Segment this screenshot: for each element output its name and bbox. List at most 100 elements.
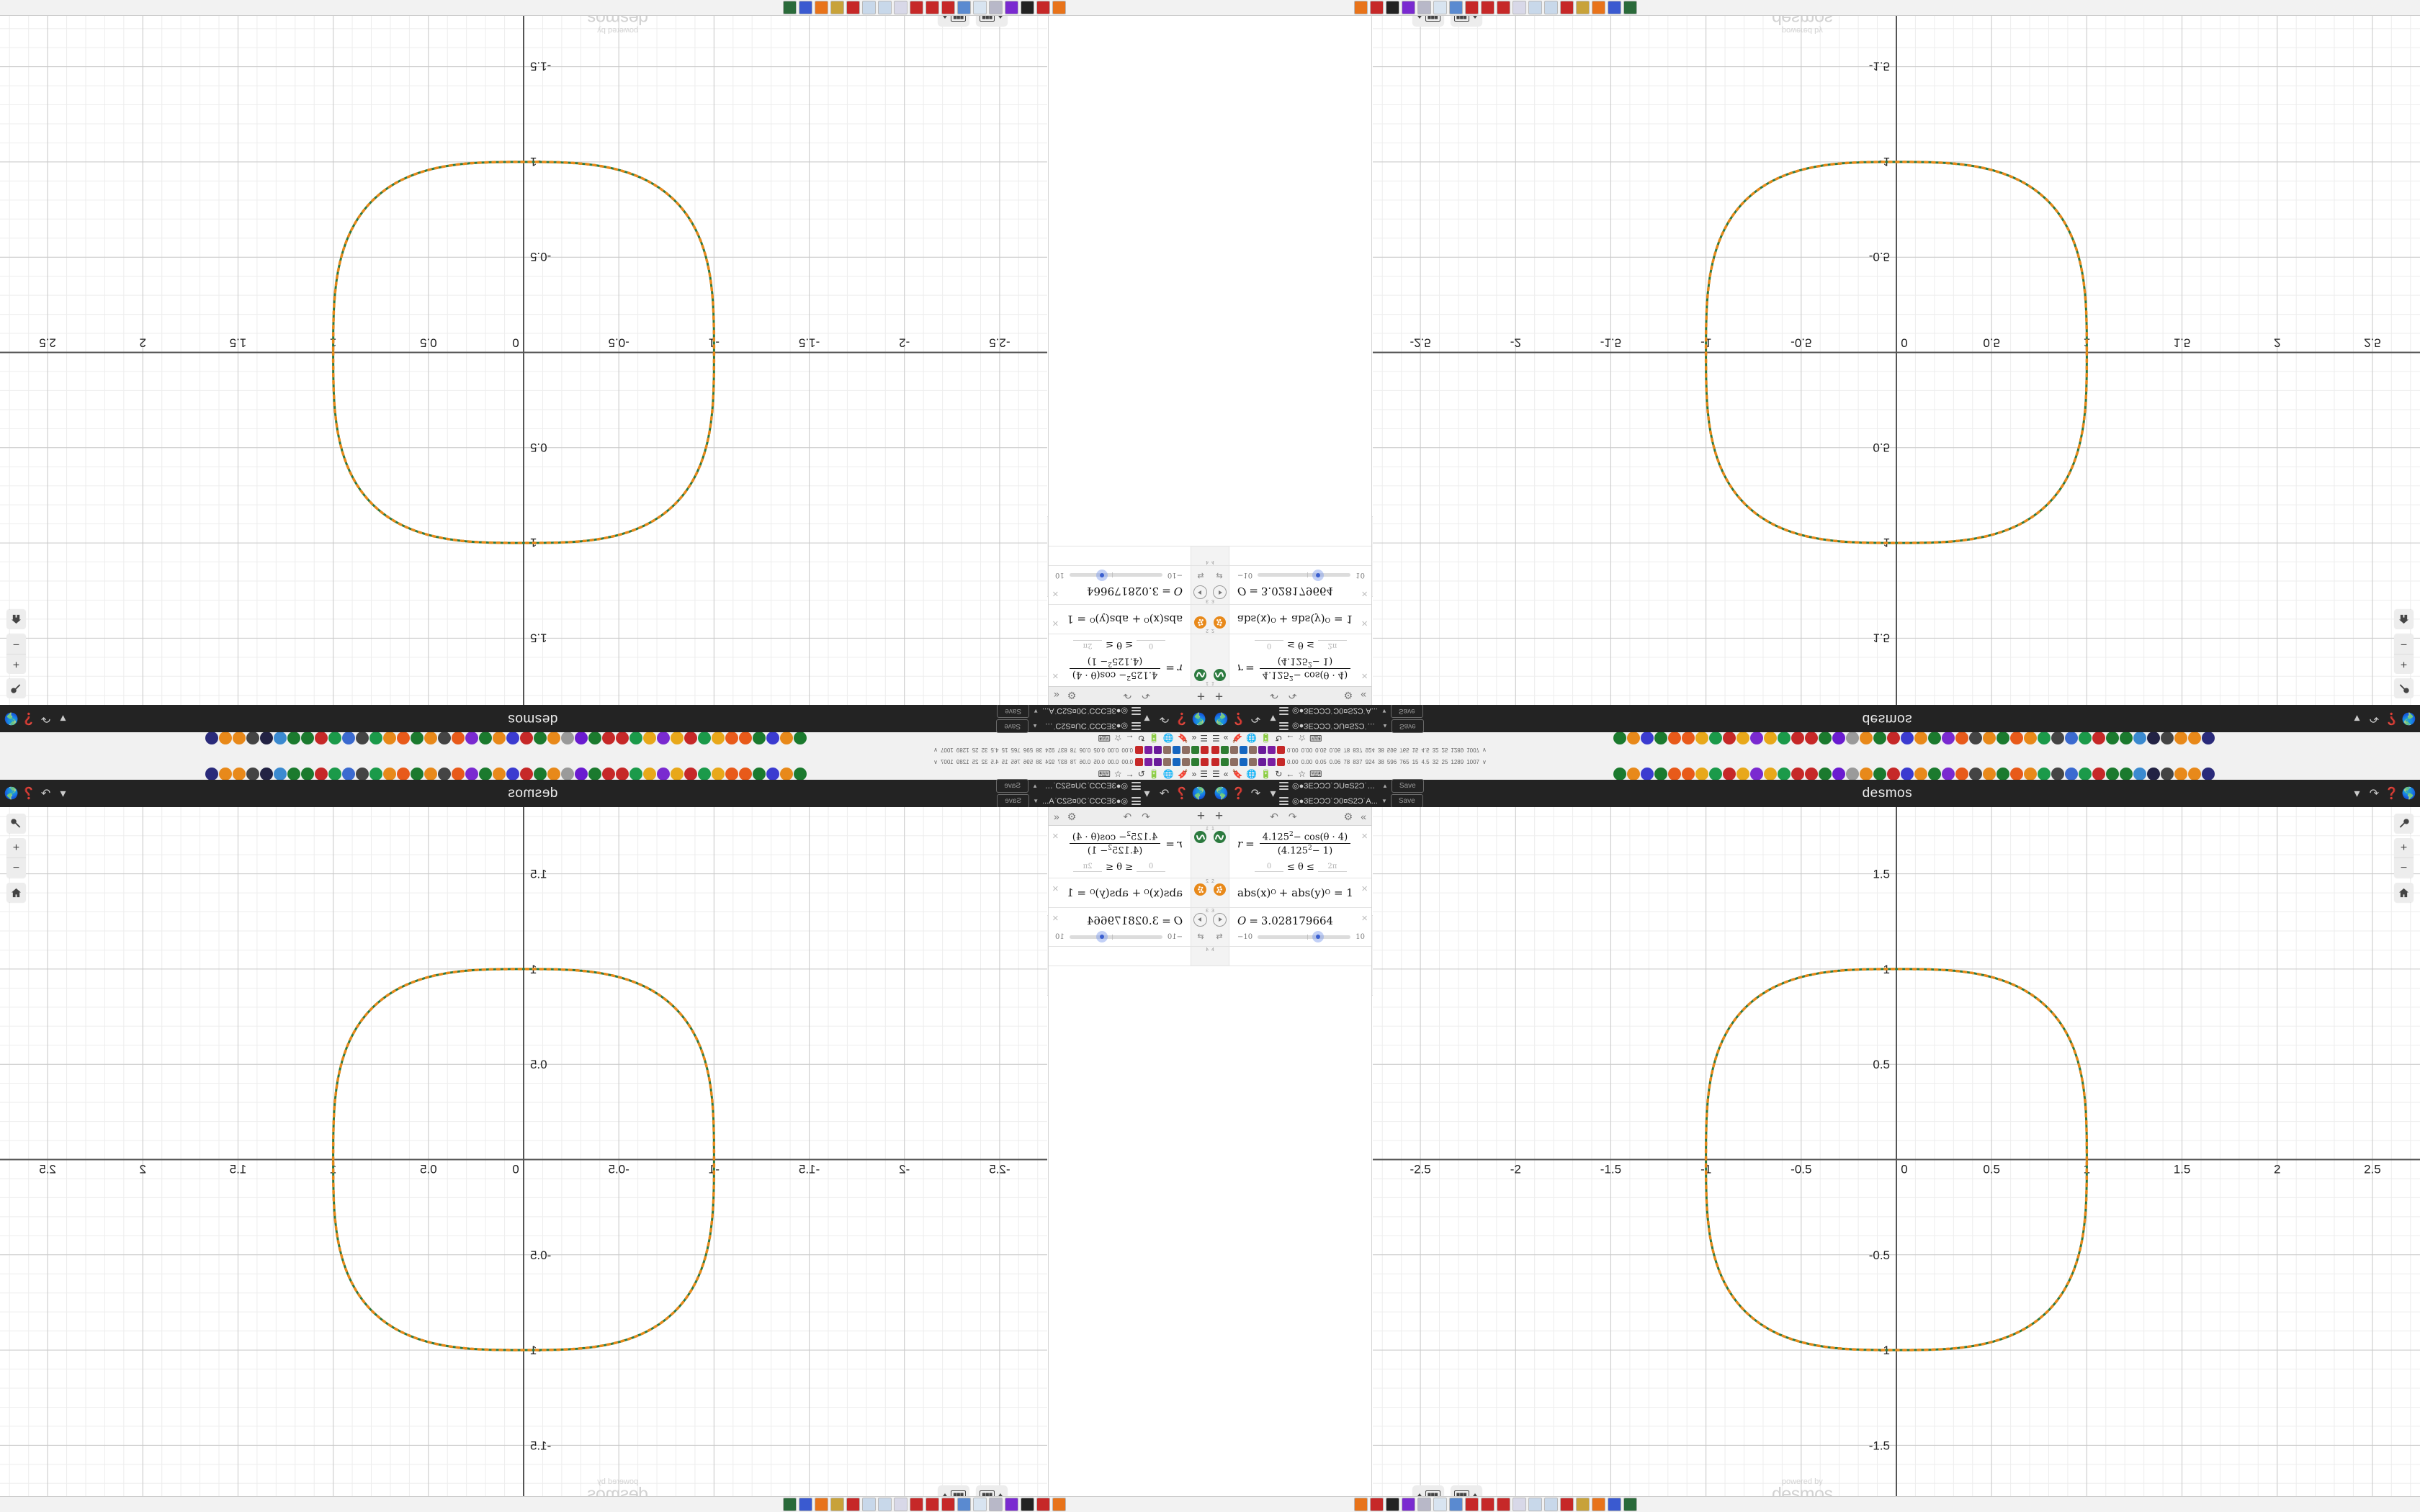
browser-tab-favicon[interactable] xyxy=(2010,732,2023,745)
chrome-nav-bar[interactable]: ☰ « 🔖 🌐 🔋 ↻ ← ☆ ⌨ xyxy=(1210,732,1322,744)
chevron-icon[interactable]: ▲ xyxy=(1382,783,1388,789)
taskbar-app-icon[interactable] xyxy=(1386,1498,1399,1511)
chrome-tab-number[interactable]: 596 xyxy=(1023,747,1034,754)
delete-row-button[interactable]: × xyxy=(1052,912,1059,924)
chrome-tab-number[interactable]: 0.05 xyxy=(1093,758,1105,765)
browser-tab-favicon[interactable] xyxy=(1668,732,1681,745)
browser-tab-favicon[interactable] xyxy=(766,732,779,745)
chrome-tab-number[interactable]: 4.5 xyxy=(990,747,999,754)
browser-tab-favicon[interactable] xyxy=(493,732,506,745)
browser-tab-favicon[interactable] xyxy=(452,732,465,745)
chrome-tab-number[interactable]: 765 xyxy=(1010,747,1021,754)
browser-tab-favicon[interactable] xyxy=(1791,767,1804,780)
browser-tab-favicon[interactable] xyxy=(315,767,328,780)
browser-tab-favicon[interactable] xyxy=(1627,767,1640,780)
chrome-tab-number[interactable]: 0.00 xyxy=(1301,758,1313,765)
chevron-icon[interactable]: ▼ xyxy=(1381,798,1387,804)
browser-tab-favicon[interactable] xyxy=(1832,732,1845,745)
taskbar-app-icon[interactable] xyxy=(1005,1,1018,14)
chevron-icon[interactable]: ▼ xyxy=(1381,708,1387,714)
taskbar-app-icon[interactable] xyxy=(1465,1,1479,14)
browser-tab-favicon[interactable] xyxy=(2188,767,2201,780)
browser-tab-favicon[interactable] xyxy=(1641,767,1654,780)
browser-tab-favicon[interactable] xyxy=(739,767,752,780)
chrome-tab-number[interactable]: 596 xyxy=(1386,747,1397,754)
chrome-thumb[interactable] xyxy=(1258,746,1266,755)
domain-min-input[interactable]: 0 xyxy=(1255,640,1283,650)
chrome-tab-number[interactable]: 25 xyxy=(972,747,979,754)
browser-tab-favicon[interactable] xyxy=(547,767,560,780)
chrome-tab-number[interactable]: 4.5 xyxy=(1421,758,1430,765)
slider-track[interactable] xyxy=(1069,569,1162,581)
chrome-thumb[interactable] xyxy=(1201,746,1209,755)
browser-tab-favicon[interactable] xyxy=(1709,732,1722,745)
browser-tab-favicon[interactable] xyxy=(1819,767,1832,780)
chrome-tab-number[interactable]: 1289 xyxy=(1451,747,1464,754)
chrome-tab-number[interactable]: 765 xyxy=(1010,758,1021,765)
browser-tab-favicon[interactable] xyxy=(260,767,273,780)
taskbar-app-icon[interactable] xyxy=(957,1,971,14)
browser-tab-favicon[interactable] xyxy=(2133,732,2146,745)
browser-tab-favicon[interactable] xyxy=(1641,732,1654,745)
menu-icon[interactable] xyxy=(1131,707,1141,715)
taskbar-app-icon[interactable] xyxy=(1005,1498,1018,1511)
chrome-tab-number[interactable]: 765 xyxy=(1399,758,1410,765)
menu-icon[interactable] xyxy=(1131,722,1141,730)
chrome-thumb[interactable] xyxy=(1258,757,1266,766)
browser-tab-favicon[interactable] xyxy=(1695,732,1708,745)
taskbar-app-icon[interactable] xyxy=(1608,1,1621,14)
taskbar-app-icon[interactable] xyxy=(957,1498,971,1511)
browser-tab-favicon[interactable] xyxy=(287,767,300,780)
browser-tab-favicon[interactable] xyxy=(438,732,451,745)
browser-tab-favicon[interactable] xyxy=(602,767,615,780)
delete-row-button[interactable]: × xyxy=(1361,588,1368,600)
slider-control[interactable]: −10 10 xyxy=(1237,931,1365,943)
chrome-expand-caret[interactable]: ∨ xyxy=(1482,747,1487,754)
back-icon[interactable]: ← xyxy=(1125,733,1134,744)
browser-tab-favicon[interactable] xyxy=(739,732,752,745)
taskbar-app-icon[interactable] xyxy=(1433,1,1447,14)
chevron-icon[interactable]: ▲ xyxy=(1032,783,1038,789)
delete-row-button[interactable]: × xyxy=(1052,882,1059,895)
menu-icon[interactable]: ☰ xyxy=(1200,733,1208,744)
taskbar-app-icon[interactable] xyxy=(1449,1,1463,14)
zoom-in-button[interactable]: + xyxy=(12,841,20,854)
browser-tab-favicon[interactable] xyxy=(2106,732,2119,745)
taskbar-app-icon[interactable] xyxy=(783,1,797,14)
chrome-tab-number[interactable]: 1289 xyxy=(1451,758,1464,765)
taskbar-app-icon[interactable] xyxy=(815,1498,828,1511)
chrome-tab-strip[interactable]: 0.00 0.00 0.05 0.06 78 837 924 38 596 765 15 4.5 32 2… xyxy=(933,756,1210,768)
zoom-in-button[interactable]: + xyxy=(2400,658,2408,671)
taskbar-app-icon[interactable] xyxy=(1370,1,1384,14)
chrome-tab-number[interactable]: 38 xyxy=(1036,758,1043,765)
browser-tab-favicon[interactable] xyxy=(629,732,642,745)
chevron-icon[interactable]: ▲ xyxy=(1032,723,1038,729)
redo-button[interactable]: ↷ xyxy=(1288,690,1297,702)
chrome-thumb[interactable] xyxy=(1154,757,1162,766)
browser-tab-favicon[interactable] xyxy=(1654,767,1667,780)
browser-tab-favicon[interactable] xyxy=(520,732,533,745)
delete-row-button[interactable]: × xyxy=(1052,830,1059,842)
swap-direction-icon[interactable]: ⇄ xyxy=(1216,932,1223,941)
translate-icon[interactable]: ⌨ xyxy=(1309,768,1322,779)
expression-row-1[interactable]: 1 r = 4.1252− cos(θ · 4) (4.1252− 1) xyxy=(1049,634,1210,686)
collapse-panel-button[interactable]: « xyxy=(1054,810,1059,822)
browser-tab-favicon[interactable] xyxy=(575,767,588,780)
battery-icon[interactable]: 🔋 xyxy=(1260,733,1272,744)
browser-tab-favicon[interactable] xyxy=(725,767,738,780)
slider-control[interactable]: −10 10 xyxy=(1055,569,1183,581)
taskbar-app-icon[interactable] xyxy=(1560,1,1574,14)
reload-icon[interactable]: ↻ xyxy=(1137,768,1145,779)
chrome-tab-number[interactable]: 0.06 xyxy=(1329,758,1341,765)
chrome-expand-caret[interactable]: ∨ xyxy=(933,747,938,754)
chrome-tab-number[interactable]: 38 xyxy=(1377,758,1384,765)
chrome-tab-number[interactable]: 32 xyxy=(981,747,988,754)
taskbar-app-icon[interactable] xyxy=(1433,1498,1447,1511)
os-taskbar[interactable] xyxy=(0,0,1210,16)
zoom-out-button[interactable]: − xyxy=(6,858,26,878)
globe-icon[interactable]: 🌎 xyxy=(2401,712,2416,724)
taskbar-app-icon[interactable] xyxy=(878,1498,892,1511)
taskbar-app-icon[interactable] xyxy=(862,1,876,14)
taskbar-app-icon[interactable] xyxy=(1576,1498,1590,1511)
translate-icon[interactable]: ⌨ xyxy=(1098,733,1111,744)
